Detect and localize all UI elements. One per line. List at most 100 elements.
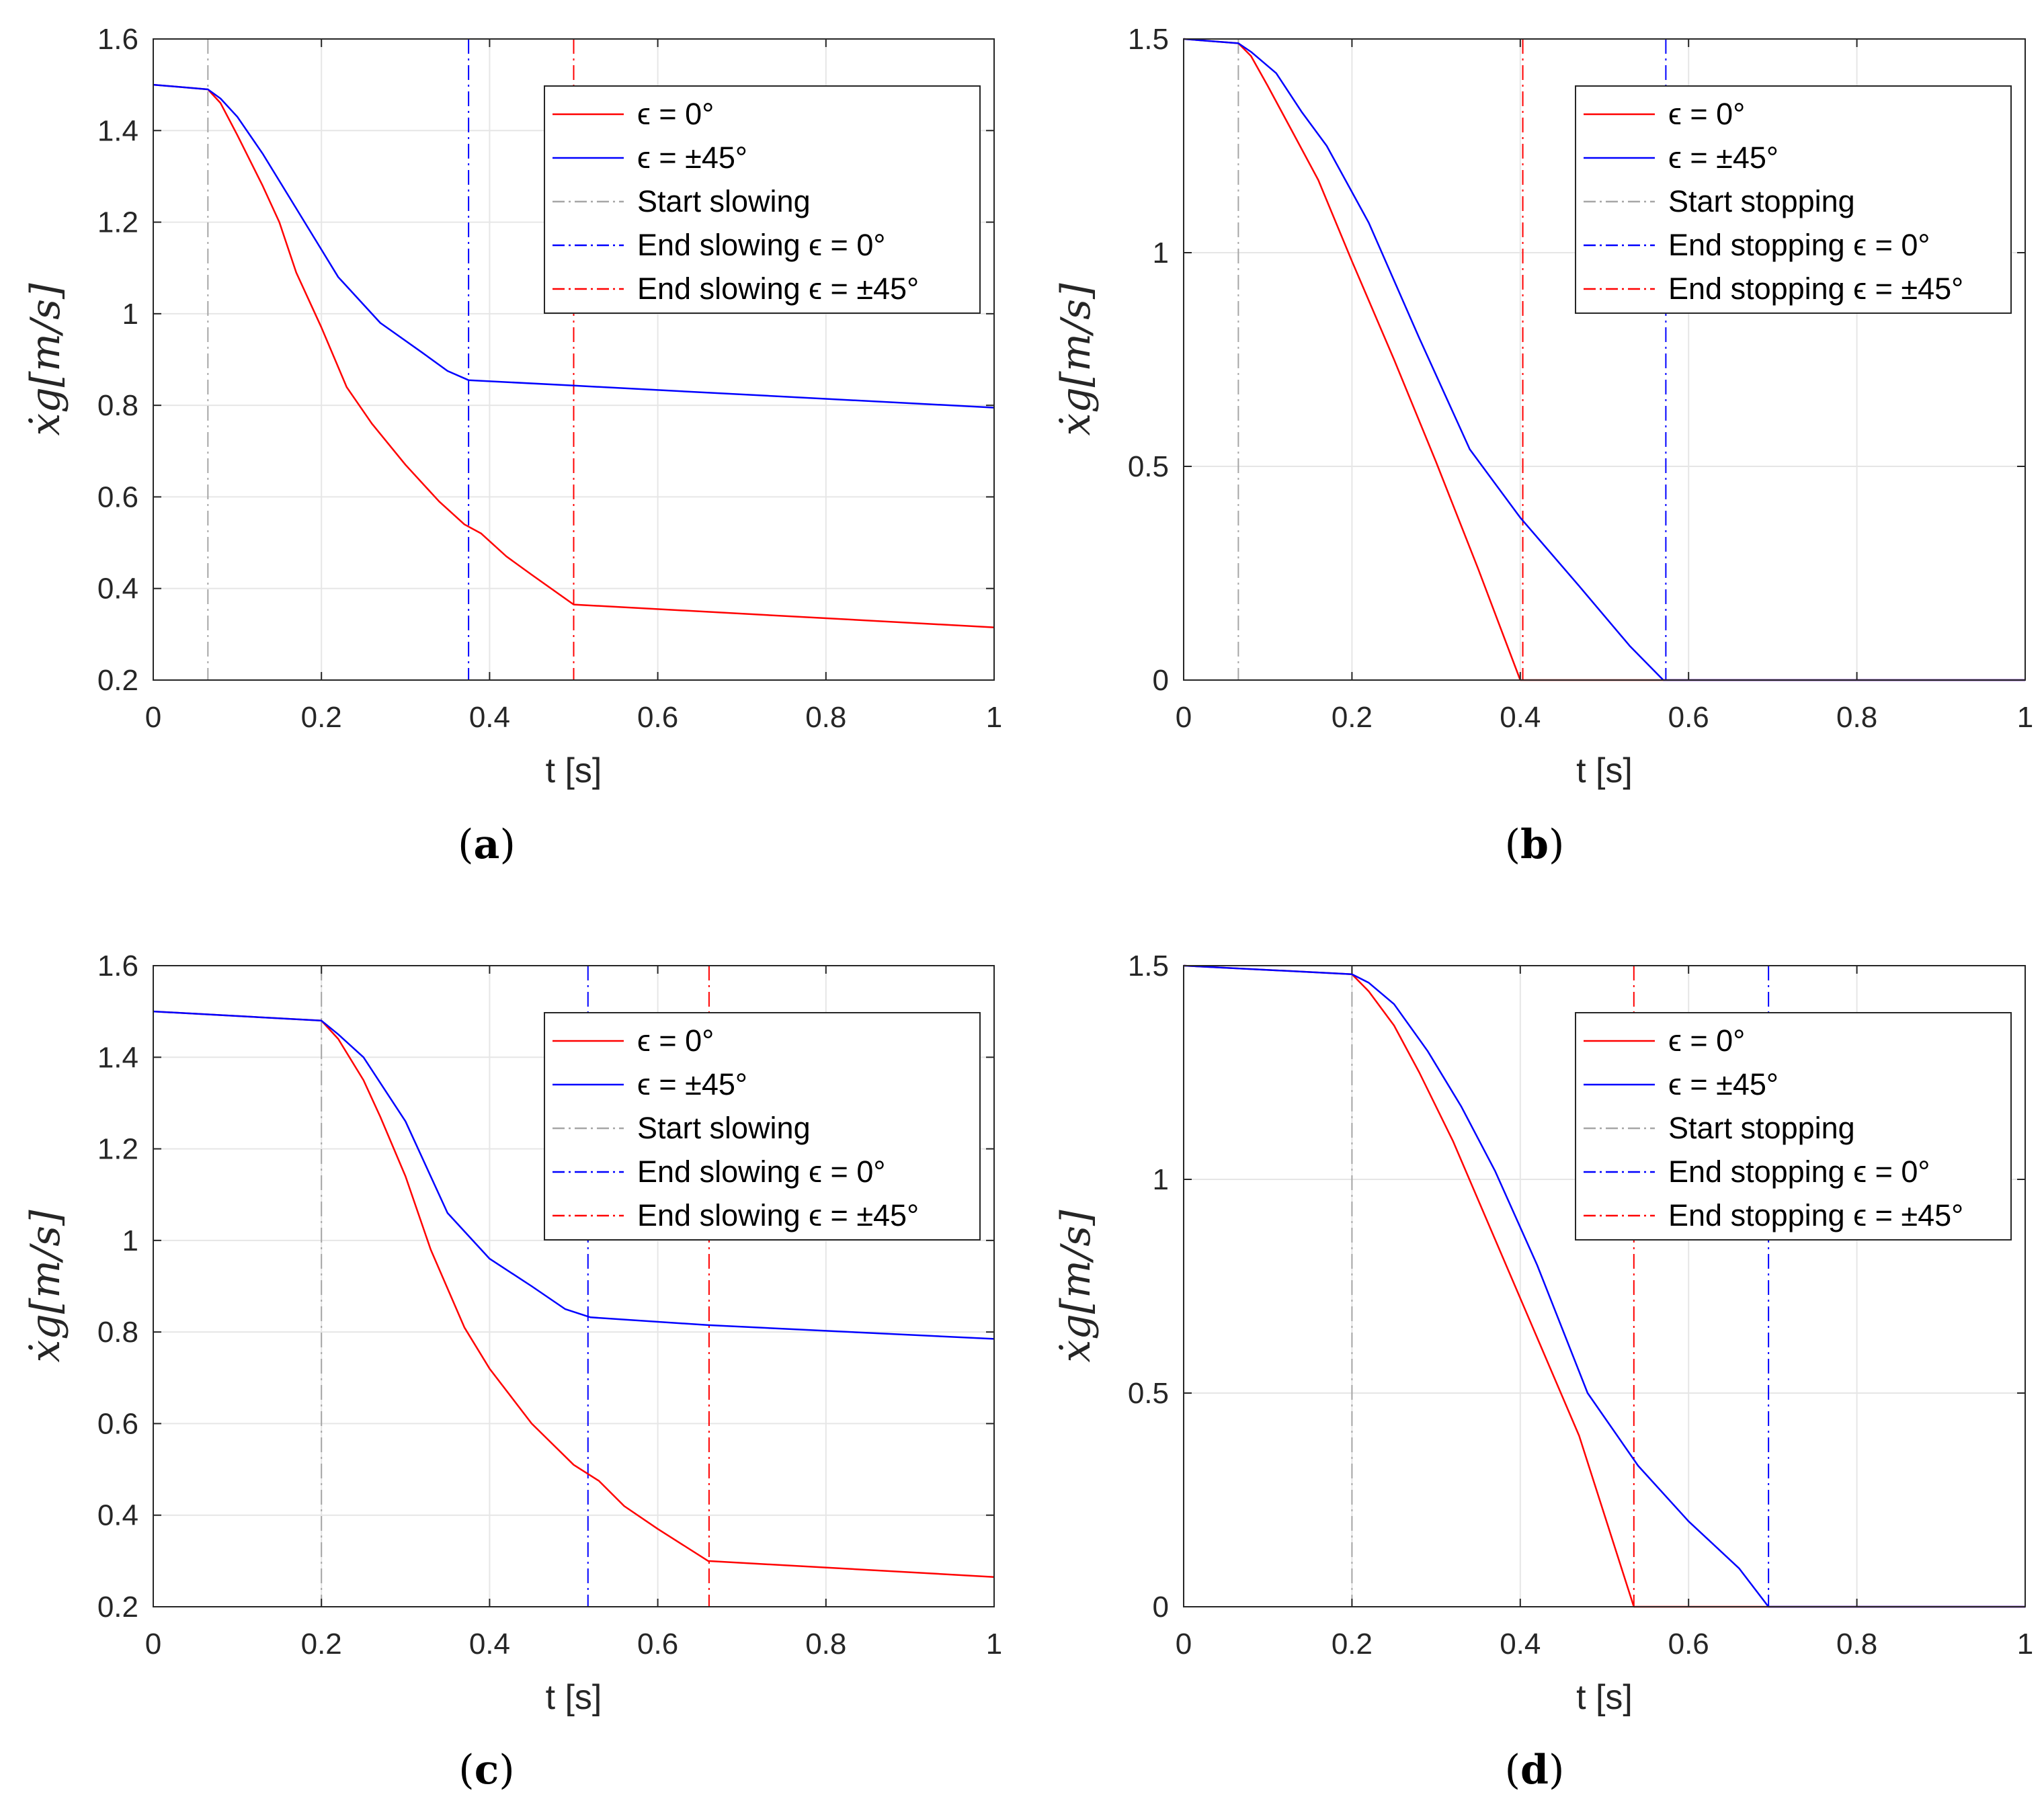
y-tick-label: 0.4: [97, 573, 138, 605]
legend-box: [544, 1012, 981, 1241]
legend-box: [1575, 85, 2012, 314]
x-tick-label: 0.6: [1668, 701, 1709, 734]
x-tick-label: 0.2: [301, 701, 342, 734]
x-tick-label: 1: [986, 1628, 1002, 1661]
x-tick-label: 0.2: [1332, 1628, 1373, 1661]
y-tick-label: 1.5: [1128, 23, 1169, 56]
series-eps-45: [153, 1010, 995, 1340]
legend-label-3: Start slowing: [637, 1111, 811, 1145]
y-tick-label: 0.4: [97, 1499, 138, 1532]
y-tick-label: 0.6: [97, 480, 138, 513]
legend-label-3: Start slowing: [637, 184, 811, 218]
x-tick-label: 0.2: [301, 1628, 342, 1661]
legend-label-4: End slowing ϵ = 0°: [637, 1155, 885, 1189]
y-tick-label: 1.4: [97, 114, 138, 147]
series-eps-0: [1183, 964, 2025, 1608]
series-eps-45: [1183, 38, 2025, 681]
y-axis-label: ẋg[m/s]: [22, 1210, 69, 1363]
axes-box: [1183, 38, 2026, 681]
y-tick-label: 0.5: [1128, 1377, 1169, 1410]
x-tick-label: 1: [986, 701, 1002, 734]
legend-label-2: ϵ = ±45°: [637, 140, 747, 175]
y-tick-label: 0: [1153, 664, 1169, 697]
axes-box: [153, 965, 995, 1607]
x-tick-label: 0.8: [805, 1628, 846, 1661]
x-axis-label: t [s]: [546, 751, 602, 790]
chart-panel-c: 0 0.2 0.4 0.6 0.8 10.20.40.60.811.21.41.6t [s…: [22, 950, 1002, 1794]
y-tick-label: 1.4: [97, 1041, 138, 1074]
x-tick-label: 0.6: [1668, 1628, 1709, 1661]
legend-label-1: ϵ = 0°: [1668, 1023, 1745, 1058]
legend-label-5: End slowing ϵ = ±45°: [637, 271, 919, 306]
legend-label-1: ϵ = 0°: [1668, 97, 1745, 131]
axes-box: [1183, 965, 2026, 1607]
panel-caption: (b): [1505, 821, 1565, 868]
y-tick-label: 1: [1153, 1163, 1169, 1196]
x-tick-label: 0.8: [1836, 1628, 1877, 1661]
x-tick-label: 0.4: [469, 701, 510, 734]
x-tick-label: 0: [145, 1628, 161, 1661]
x-tick-label: 0.4: [1500, 701, 1541, 734]
x-tick-label: 0: [1176, 1628, 1192, 1661]
x-tick-label: 0.6: [637, 701, 678, 734]
legend-label-1: ϵ = 0°: [637, 1023, 714, 1058]
y-tick-label: 0.6: [97, 1407, 138, 1440]
y-tick-label: 0.2: [97, 664, 138, 697]
series-eps-45: [153, 83, 995, 409]
chart-panel-d: 0 0.2 0.4 0.6 0.8 1 0 0.5 1 1.5 t [s] ẋg[m/s] ϵ = 0°…: [1053, 950, 2033, 1794]
y-tick-label: 0.8: [97, 389, 138, 422]
series-eps-0: [153, 1010, 995, 1578]
legend-label-5: End stopping ϵ = ±45°: [1668, 271, 1963, 306]
x-tick-label: 0: [145, 701, 161, 734]
y-axis-label: ẋg[m/s]: [1053, 1210, 1100, 1363]
panel-caption: (d): [1505, 1747, 1565, 1794]
chart-panel-a: 0 0.2 0.4 0.6 0.8 10.20.40.60.811.21.41.6t [s…: [22, 23, 1002, 868]
x-tick-label: 0.2: [1332, 701, 1373, 734]
y-tick-label: 0.2: [97, 1591, 138, 1624]
x-tick-label: 0.8: [1836, 701, 1877, 734]
legend-label-2: ϵ = ±45°: [1668, 140, 1779, 175]
y-axis-label: ẋg[m/s]: [22, 283, 69, 436]
x-tick-label: 1: [2017, 1628, 2033, 1661]
x-tick-label: 0.8: [805, 701, 846, 734]
series-eps-0: [1183, 38, 2025, 681]
legend-label-3: Start stopping: [1668, 1111, 1855, 1145]
y-tick-label: 1: [1153, 237, 1169, 269]
legend-box: [544, 85, 981, 314]
x-axis-label: t [s]: [1576, 751, 1633, 790]
legend-label-1: ϵ = 0°: [637, 97, 714, 131]
legend-label-4: End stopping ϵ = 0°: [1668, 228, 1930, 262]
legend-label-3: Start stopping: [1668, 184, 1855, 218]
x-tick-label: 1: [2017, 701, 2033, 734]
y-axis-label: ẋg[m/s]: [1053, 283, 1100, 436]
y-tick-label: 1.2: [97, 1133, 138, 1166]
series-eps-0: [153, 83, 995, 628]
y-tick-label: 1.5: [1128, 950, 1169, 982]
y-tick-label: 1: [122, 1224, 138, 1257]
y-tick-label: 0.5: [1128, 450, 1169, 483]
series-eps-45: [1183, 964, 2025, 1608]
y-tick-label: 1.2: [97, 206, 138, 239]
panel-caption: (c): [458, 1747, 514, 1794]
legend-label-4: End stopping ϵ = 0°: [1668, 1155, 1930, 1189]
panel-caption: (a): [458, 821, 516, 868]
y-tick-label: 1.6: [97, 950, 138, 982]
y-tick-label: 1: [122, 298, 138, 331]
y-tick-label: 1.6: [97, 23, 138, 56]
y-tick-label: 0: [1153, 1591, 1169, 1624]
x-axis-label: t [s]: [1576, 1678, 1633, 1717]
legend-label-4: End slowing ϵ = 0°: [637, 228, 885, 262]
x-tick-label: 0: [1176, 701, 1192, 734]
axes-box: [153, 38, 995, 681]
legend-label-2: ϵ = ±45°: [637, 1067, 747, 1101]
legend-label-5: End stopping ϵ = ±45°: [1668, 1198, 1963, 1232]
x-tick-label: 0.4: [1500, 1628, 1541, 1661]
legend-box: [1575, 1012, 2012, 1241]
y-tick-label: 0.8: [97, 1316, 138, 1349]
x-axis-label: t [s]: [546, 1678, 602, 1717]
x-tick-label: 0.4: [469, 1628, 510, 1661]
chart-panel-b: 0 0.2 0.4 0.6 0.8 1 0 0.5 1 1.5 t [s] ẋg[m/s] ϵ = 0°…: [1053, 23, 2033, 868]
x-tick-label: 0.6: [637, 1628, 678, 1661]
legend-label-5: End slowing ϵ = ±45°: [637, 1198, 919, 1232]
